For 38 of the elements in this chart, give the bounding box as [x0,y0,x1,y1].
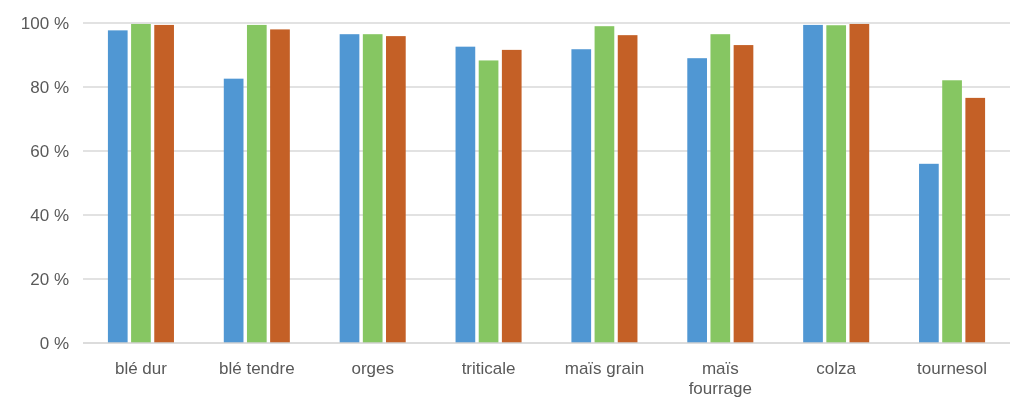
bar [733,45,754,343]
bar [919,163,939,343]
bar [710,34,731,343]
bar [270,29,290,343]
x-tick-label: triticale [461,359,516,378]
x-tick-label: blé dur [114,359,168,378]
bar [571,49,592,343]
bar [339,34,360,343]
bar [154,24,174,343]
x-tick-label: tournesol [917,359,988,378]
bar [849,23,870,343]
bar [362,34,383,343]
y-tick-label: 60 % [30,141,69,161]
y-tick-label: 80 % [30,77,69,97]
bar [501,49,522,343]
x-tick-label: maïs grain [564,359,645,378]
bar [942,80,962,343]
bar [826,25,847,343]
bar [131,23,151,343]
y-tick-label: 20 % [30,269,69,289]
bar [803,24,823,343]
bar [617,35,638,343]
bar [478,60,499,343]
bar [965,97,986,343]
bar [246,24,267,343]
x-tick-label: maïs fourrage [688,359,752,398]
bar [107,30,128,343]
y-tick-label: 0 % [39,333,69,353]
x-tick-label: colza [816,359,857,378]
bar [594,26,615,343]
bar [687,58,707,343]
x-tick-label: blé tendre [219,359,295,378]
x-tick-label: orges [351,359,394,378]
bar [386,36,406,343]
y-tick-label: 40 % [30,205,69,225]
bar [455,46,476,343]
y-tick-label: 100 % [20,13,69,33]
bar [223,78,244,343]
